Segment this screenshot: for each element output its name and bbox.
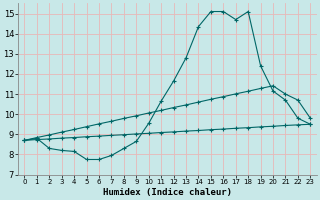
X-axis label: Humidex (Indice chaleur): Humidex (Indice chaleur) [103,188,232,197]
